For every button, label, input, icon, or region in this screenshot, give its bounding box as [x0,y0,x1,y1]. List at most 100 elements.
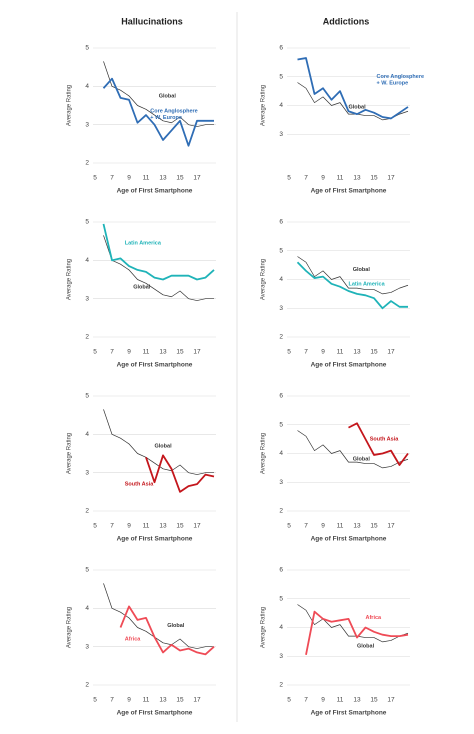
x-tick-label: 5 [93,349,97,356]
y-tick-label: 5 [279,73,283,80]
y-tick-label: 4 [279,450,283,457]
x-axis-label: Age of First Smartphone [311,188,387,195]
line-series [145,454,215,493]
x-tick-label: 17 [193,697,201,704]
y-tick-label: 4 [85,83,89,90]
x-tick-label: 5 [287,697,291,704]
y-axis-label: Average Rating [261,85,267,126]
y-tick-label: 3 [85,643,89,650]
x-tick-label: 5 [93,697,97,704]
y-tick-label: 5 [279,421,283,428]
y-tick-label: 5 [279,247,283,254]
x-tick-label: 11 [337,697,344,704]
x-tick-label: 11 [337,523,344,530]
region-label: Africa [366,615,383,621]
y-tick-label: 2 [279,508,283,515]
line-series [296,261,408,310]
y-tick-label: 2 [85,508,89,515]
region-label: Africa [125,636,142,642]
line-series [102,223,215,281]
global-label: Global [167,623,185,629]
y-tick-label: 5 [85,567,89,574]
x-tick-label: 11 [337,175,344,182]
x-tick-label: 15 [176,523,184,530]
x-tick-label: 15 [370,697,378,704]
x-tick-label: 11 [143,349,150,356]
x-tick-label: 7 [304,697,308,704]
y-tick-label: 4 [279,276,283,283]
global-label: Global [159,93,177,99]
x-tick-label: 13 [353,697,361,704]
global-label: Global [353,267,371,273]
x-tick-label: 15 [370,523,378,530]
y-tick-label: 4 [279,102,283,109]
y-tick-label: 6 [279,567,283,574]
line-series [103,235,214,301]
x-tick-label: 9 [321,175,325,182]
y-tick-label: 4 [85,257,89,264]
region-label: Latin America [125,241,162,247]
x-tick-label: 15 [176,175,184,182]
x-tick-label: 17 [387,523,395,530]
y-tick-label: 3 [85,121,89,128]
x-tick-label: 17 [387,349,395,356]
x-tick-label: 9 [321,523,325,530]
line-series [297,256,409,295]
region-label: Core Anglosphere + W. Europe [150,109,197,122]
y-tick-label: 2 [85,160,89,167]
x-tick-label: 11 [337,349,344,356]
x-tick-label: 5 [287,349,291,356]
global-label: Global [349,104,367,110]
y-tick-label: 6 [279,219,283,226]
x-tick-label: 7 [110,523,114,530]
x-tick-label: 5 [93,523,97,530]
x-tick-label: 9 [127,697,131,704]
x-tick-label: 7 [304,349,308,356]
line-series [102,77,214,147]
column-title: Hallucinations [121,16,183,26]
x-tick-label: 9 [127,175,131,182]
x-tick-label: 13 [353,349,361,356]
x-axis-label: Age of First Smartphone [117,188,193,195]
y-tick-label: 5 [85,45,89,52]
y-tick-label: 3 [279,479,283,486]
y-tick-label: 6 [279,45,283,52]
y-tick-label: 3 [279,131,283,138]
x-tick-label: 9 [127,523,131,530]
x-tick-label: 17 [387,697,395,704]
y-tick-label: 5 [85,393,89,400]
y-tick-label: 2 [85,682,89,689]
x-tick-label: 5 [287,523,291,530]
y-tick-label: 3 [279,305,283,312]
y-tick-label: 3 [85,469,89,476]
y-tick-label: 5 [279,595,283,602]
x-tick-label: 5 [287,175,291,182]
line-series [103,583,214,649]
x-tick-label: 15 [370,175,378,182]
y-tick-label: 6 [279,393,283,400]
y-tick-label: 2 [279,334,283,341]
x-tick-label: 15 [176,349,184,356]
y-tick-label: 4 [85,605,89,612]
x-tick-label: 7 [110,349,114,356]
y-tick-label: 4 [279,624,283,631]
x-tick-label: 13 [353,175,361,182]
x-tick-label: 17 [193,349,201,356]
region-label: Latin America [349,281,386,287]
region-label: South Asia [370,437,399,443]
x-tick-label: 17 [193,175,201,182]
line-series [297,430,409,469]
x-tick-label: 15 [370,349,378,356]
x-tick-label: 13 [159,175,167,182]
line-series [297,57,409,120]
y-tick-label: 2 [85,334,89,341]
x-axis-label: Age of First Smartphone [311,536,387,543]
x-tick-label: 11 [143,523,150,530]
x-tick-label: 5 [93,175,97,182]
y-axis-label: Average Rating [261,433,267,474]
x-axis-label: Age of First Smartphone [117,362,193,369]
y-tick-label: 4 [85,431,89,438]
column-title: Addictions [323,16,370,26]
global-label: Global [133,285,151,291]
line-series [297,604,409,643]
